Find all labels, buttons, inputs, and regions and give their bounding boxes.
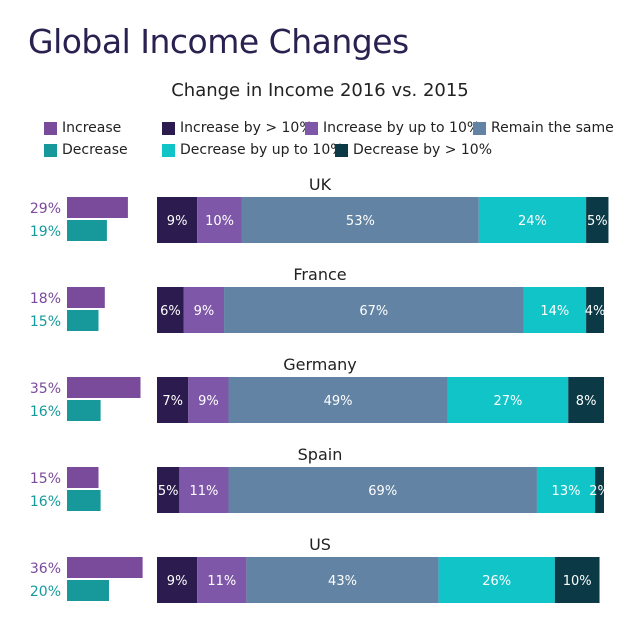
bar-label-us-1: 11%	[207, 574, 236, 589]
side-bar-increase-us	[67, 557, 143, 578]
side-bar-increase-france	[67, 287, 105, 308]
legend-decrease-swatch	[44, 143, 57, 157]
category-label-france: France	[293, 265, 346, 284]
bar-segment-germany-3	[447, 377, 569, 423]
side-label-increase-us: 36%	[30, 561, 61, 577]
bar-segment-germany-4	[568, 377, 604, 423]
legend-increase-swatch	[44, 121, 57, 135]
bar-label-uk-4: 5%	[587, 214, 608, 229]
side-bar-increase-germany	[67, 377, 141, 398]
bar-label-spain-0: 5%	[158, 484, 179, 499]
side-bar-decrease-us	[67, 580, 109, 601]
chart-subtitle: Change in Income 2016 vs. 2015	[171, 80, 469, 101]
legend-decrease-over-10-label: Decrease by > 10%	[353, 142, 493, 158]
side-label-decrease-spain: 16%	[30, 494, 61, 510]
side-label-decrease-uk: 19%	[30, 224, 61, 240]
bar-segment-us-1	[197, 557, 247, 603]
category-label-germany: Germany	[283, 355, 357, 374]
bar-segment-us-2	[246, 557, 439, 603]
bar-label-germany-3: 27%	[493, 394, 522, 409]
chart-title: Global Income Changes	[28, 22, 409, 61]
bar-label-uk-2: 53%	[346, 214, 375, 229]
bar-label-germany-4: 8%	[576, 394, 597, 409]
bar-label-spain-1: 11%	[189, 484, 218, 499]
bar-segment-france-0	[157, 287, 184, 333]
bar-label-spain-4: 2%	[589, 484, 610, 499]
bar-segment-uk-3	[478, 197, 587, 243]
side-label-increase-uk: 29%	[30, 201, 61, 217]
legend-decrease-over-10: Decrease by > 10%	[335, 142, 492, 158]
bar-label-france-2: 67%	[359, 304, 388, 319]
bar-label-uk-3: 24%	[518, 214, 547, 229]
bar-label-us-0: 9%	[167, 574, 188, 589]
bar-segment-france-4	[586, 287, 604, 333]
bar-segment-spain-1	[179, 467, 229, 513]
bar-segment-germany-1	[188, 377, 229, 423]
legend-increase-over-10-swatch	[162, 121, 175, 135]
bar-segment-spain-3	[536, 467, 596, 513]
bar-segment-uk-0	[157, 197, 198, 243]
category-label-uk: UK	[309, 175, 332, 194]
legend-remain-same-swatch	[473, 121, 486, 135]
bar-segment-france-2	[224, 287, 524, 333]
bar-segment-us-3	[438, 557, 555, 603]
bar-segment-uk-2	[241, 197, 479, 243]
bar-segment-spain-4	[595, 467, 604, 513]
bar-label-germany-1: 9%	[198, 394, 219, 409]
bar-label-france-0: 6%	[160, 304, 181, 319]
legend-increase-label: Increase	[62, 120, 122, 136]
bar-label-us-3: 26%	[482, 574, 511, 589]
legend-increase-up-to-10: Increase by up to 10%	[305, 120, 480, 136]
legend-decrease-label: Decrease	[62, 142, 128, 158]
bar-label-germany-2: 49%	[324, 394, 353, 409]
bar-label-uk-0: 9%	[167, 214, 188, 229]
bar-label-us-2: 43%	[328, 574, 357, 589]
legend-decrease-over-10-swatch	[335, 143, 348, 157]
category-label-spain: Spain	[298, 445, 343, 464]
legend-decrease-up-to-10-swatch	[162, 143, 175, 157]
bar-label-uk-1: 10%	[205, 214, 234, 229]
side-label-increase-france: 18%	[30, 291, 61, 307]
side-bar-decrease-uk	[67, 220, 107, 241]
bar-segment-uk-4	[586, 197, 609, 243]
bar-segment-uk-1	[197, 197, 242, 243]
bar-label-france-4: 4%	[585, 304, 606, 319]
bar-label-france-1: 9%	[194, 304, 215, 319]
bar-segment-spain-0	[157, 467, 180, 513]
bar-label-germany-0: 7%	[162, 394, 183, 409]
bar-segment-us-0	[157, 557, 198, 603]
side-label-decrease-us: 20%	[30, 584, 61, 600]
bar-segment-us-4	[554, 557, 600, 603]
side-label-increase-germany: 35%	[30, 381, 61, 397]
legend-increase-over-10: Increase by > 10%	[162, 120, 313, 136]
legend-remain-same-label: Remain the same	[491, 120, 614, 136]
legend-increase-over-10-label: Increase by > 10%	[180, 120, 313, 136]
bar-segment-spain-2	[228, 467, 537, 513]
side-bar-increase-spain	[67, 467, 99, 488]
legend-remain-same: Remain the same	[473, 120, 614, 136]
side-bar-increase-uk	[67, 197, 128, 218]
side-label-decrease-germany: 16%	[30, 404, 61, 420]
side-bar-decrease-spain	[67, 490, 101, 511]
legend-decrease-up-to-10: Decrease by up to 10%	[162, 142, 344, 158]
side-bar-decrease-france	[67, 310, 99, 331]
legend-increase-up-to-10-swatch	[305, 121, 318, 135]
bar-label-us-4: 10%	[563, 574, 592, 589]
bar-label-spain-2: 69%	[368, 484, 397, 499]
bar-segment-france-1	[183, 287, 225, 333]
bar-label-france-3: 14%	[540, 304, 569, 319]
legend-decrease: Decrease	[44, 142, 128, 158]
bar-label-spain-3: 13%	[552, 484, 581, 499]
legend-increase: Increase	[44, 120, 121, 136]
side-label-decrease-france: 15%	[30, 314, 61, 330]
legend-decrease-up-to-10-label: Decrease by up to 10%	[180, 142, 344, 158]
bar-segment-germany-0	[157, 377, 189, 423]
side-label-increase-spain: 15%	[30, 471, 61, 487]
category-label-us: US	[309, 535, 331, 554]
legend-increase-up-to-10-label: Increase by up to 10%	[323, 120, 481, 136]
side-bar-decrease-germany	[67, 400, 101, 421]
bar-segment-france-3	[523, 287, 587, 333]
bar-segment-germany-2	[228, 377, 448, 423]
